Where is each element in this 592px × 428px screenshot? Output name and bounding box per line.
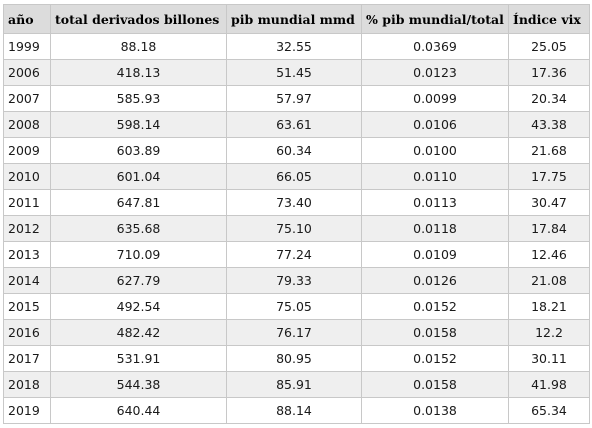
cell-vix-index: 12.46 [508,241,590,268]
cell-gdp-ratio: 0.0118 [361,215,509,242]
cell-total-derivatives: 482.42 [50,319,227,346]
cell-vix-index: 65.34 [508,397,590,424]
table-row: 2008 598.14 63.61 0.0106 43.38 [3,111,590,138]
cell-total-derivatives: 88.18 [50,33,227,60]
cell-gdp-ratio: 0.0100 [361,137,509,164]
cell-gdp-ratio: 0.0152 [361,345,509,372]
cell-total-derivatives: 585.93 [50,85,227,112]
cell-gdp-ratio: 0.0138 [361,397,509,424]
table-row: 2018 544.38 85.91 0.0158 41.98 [3,371,590,398]
header-vix-index: Índice vix [508,4,590,34]
table-row: 2009 603.89 60.34 0.0100 21.68 [3,137,590,164]
table-row: 2007 585.93 57.97 0.0099 20.34 [3,85,590,112]
cell-total-derivatives: 492.54 [50,293,227,320]
cell-world-gdp: 77.24 [226,241,362,268]
cell-total-derivatives: 544.38 [50,371,227,398]
cell-vix-index: 43.38 [508,111,590,138]
cell-gdp-ratio: 0.0099 [361,85,509,112]
cell-year: 2009 [3,137,51,164]
cell-year: 2017 [3,345,51,372]
cell-world-gdp: 51.45 [226,59,362,86]
cell-year: 2016 [3,319,51,346]
cell-vix-index: 30.11 [508,345,590,372]
cell-gdp-ratio: 0.0106 [361,111,509,138]
cell-world-gdp: 75.05 [226,293,362,320]
cell-total-derivatives: 627.79 [50,267,227,294]
table-row: 2019 640.44 88.14 0.0138 65.34 [3,397,590,424]
table-row: 2006 418.13 51.45 0.0123 17.36 [3,59,590,86]
cell-total-derivatives: 635.68 [50,215,227,242]
cell-gdp-ratio: 0.0152 [361,293,509,320]
cell-world-gdp: 88.14 [226,397,362,424]
cell-total-derivatives: 603.89 [50,137,227,164]
cell-world-gdp: 73.40 [226,189,362,216]
cell-world-gdp: 76.17 [226,319,362,346]
cell-total-derivatives: 418.13 [50,59,227,86]
table-row: 2013 710.09 77.24 0.0109 12.46 [3,241,590,268]
cell-year: 2019 [3,397,51,424]
cell-vix-index: 20.34 [508,85,590,112]
cell-year: 2012 [3,215,51,242]
cell-total-derivatives: 598.14 [50,111,227,138]
cell-world-gdp: 60.34 [226,137,362,164]
cell-year: 2013 [3,241,51,268]
cell-year: 2010 [3,163,51,190]
cell-world-gdp: 80.95 [226,345,362,372]
cell-year: 1999 [3,33,51,60]
table-row: 2017 531.91 80.95 0.0152 30.11 [3,345,590,372]
cell-gdp-ratio: 0.0158 [361,371,509,398]
cell-year: 2008 [3,111,51,138]
header-world-gdp: pib mundial mmd [226,4,362,34]
cell-vix-index: 12.2 [508,319,590,346]
cell-world-gdp: 32.55 [226,33,362,60]
header-year: año [3,4,51,34]
cell-world-gdp: 79.33 [226,267,362,294]
data-table: año total derivados billones pib mundial… [3,4,590,424]
table-row: 2011 647.81 73.40 0.0113 30.47 [3,189,590,216]
cell-total-derivatives: 531.91 [50,345,227,372]
cell-gdp-ratio: 0.0113 [361,189,509,216]
table-row: 2014 627.79 79.33 0.0126 21.08 [3,267,590,294]
cell-vix-index: 21.08 [508,267,590,294]
header-total-derivatives: total derivados billones [50,4,227,34]
cell-vix-index: 25.05 [508,33,590,60]
cell-gdp-ratio: 0.0369 [361,33,509,60]
cell-world-gdp: 63.61 [226,111,362,138]
header-row: año total derivados billones pib mundial… [3,4,590,34]
cell-gdp-ratio: 0.0110 [361,163,509,190]
cell-vix-index: 18.21 [508,293,590,320]
cell-total-derivatives: 647.81 [50,189,227,216]
cell-vix-index: 17.84 [508,215,590,242]
cell-vix-index: 41.98 [508,371,590,398]
cell-gdp-ratio: 0.0109 [361,241,509,268]
cell-world-gdp: 66.05 [226,163,362,190]
cell-total-derivatives: 601.04 [50,163,227,190]
header-gdp-ratio: % pib mundial/total [361,4,509,34]
cell-year: 2015 [3,293,51,320]
table-body: 1999 88.18 32.55 0.0369 25.05 2006 418.1… [3,33,590,424]
cell-year: 2011 [3,189,51,216]
cell-world-gdp: 75.10 [226,215,362,242]
cell-gdp-ratio: 0.0123 [361,59,509,86]
cell-vix-index: 30.47 [508,189,590,216]
cell-vix-index: 17.36 [508,59,590,86]
cell-world-gdp: 85.91 [226,371,362,398]
cell-vix-index: 17.75 [508,163,590,190]
table-row: 2015 492.54 75.05 0.0152 18.21 [3,293,590,320]
cell-gdp-ratio: 0.0126 [361,267,509,294]
table-header: año total derivados billones pib mundial… [3,4,590,34]
cell-year: 2018 [3,371,51,398]
table-row: 2016 482.42 76.17 0.0158 12.2 [3,319,590,346]
cell-gdp-ratio: 0.0158 [361,319,509,346]
table-row: 2010 601.04 66.05 0.0110 17.75 [3,163,590,190]
cell-year: 2007 [3,85,51,112]
cell-world-gdp: 57.97 [226,85,362,112]
cell-vix-index: 21.68 [508,137,590,164]
table-row: 2012 635.68 75.10 0.0118 17.84 [3,215,590,242]
cell-total-derivatives: 710.09 [50,241,227,268]
table-row: 1999 88.18 32.55 0.0369 25.05 [3,33,590,60]
cell-year: 2014 [3,267,51,294]
cell-total-derivatives: 640.44 [50,397,227,424]
cell-year: 2006 [3,59,51,86]
